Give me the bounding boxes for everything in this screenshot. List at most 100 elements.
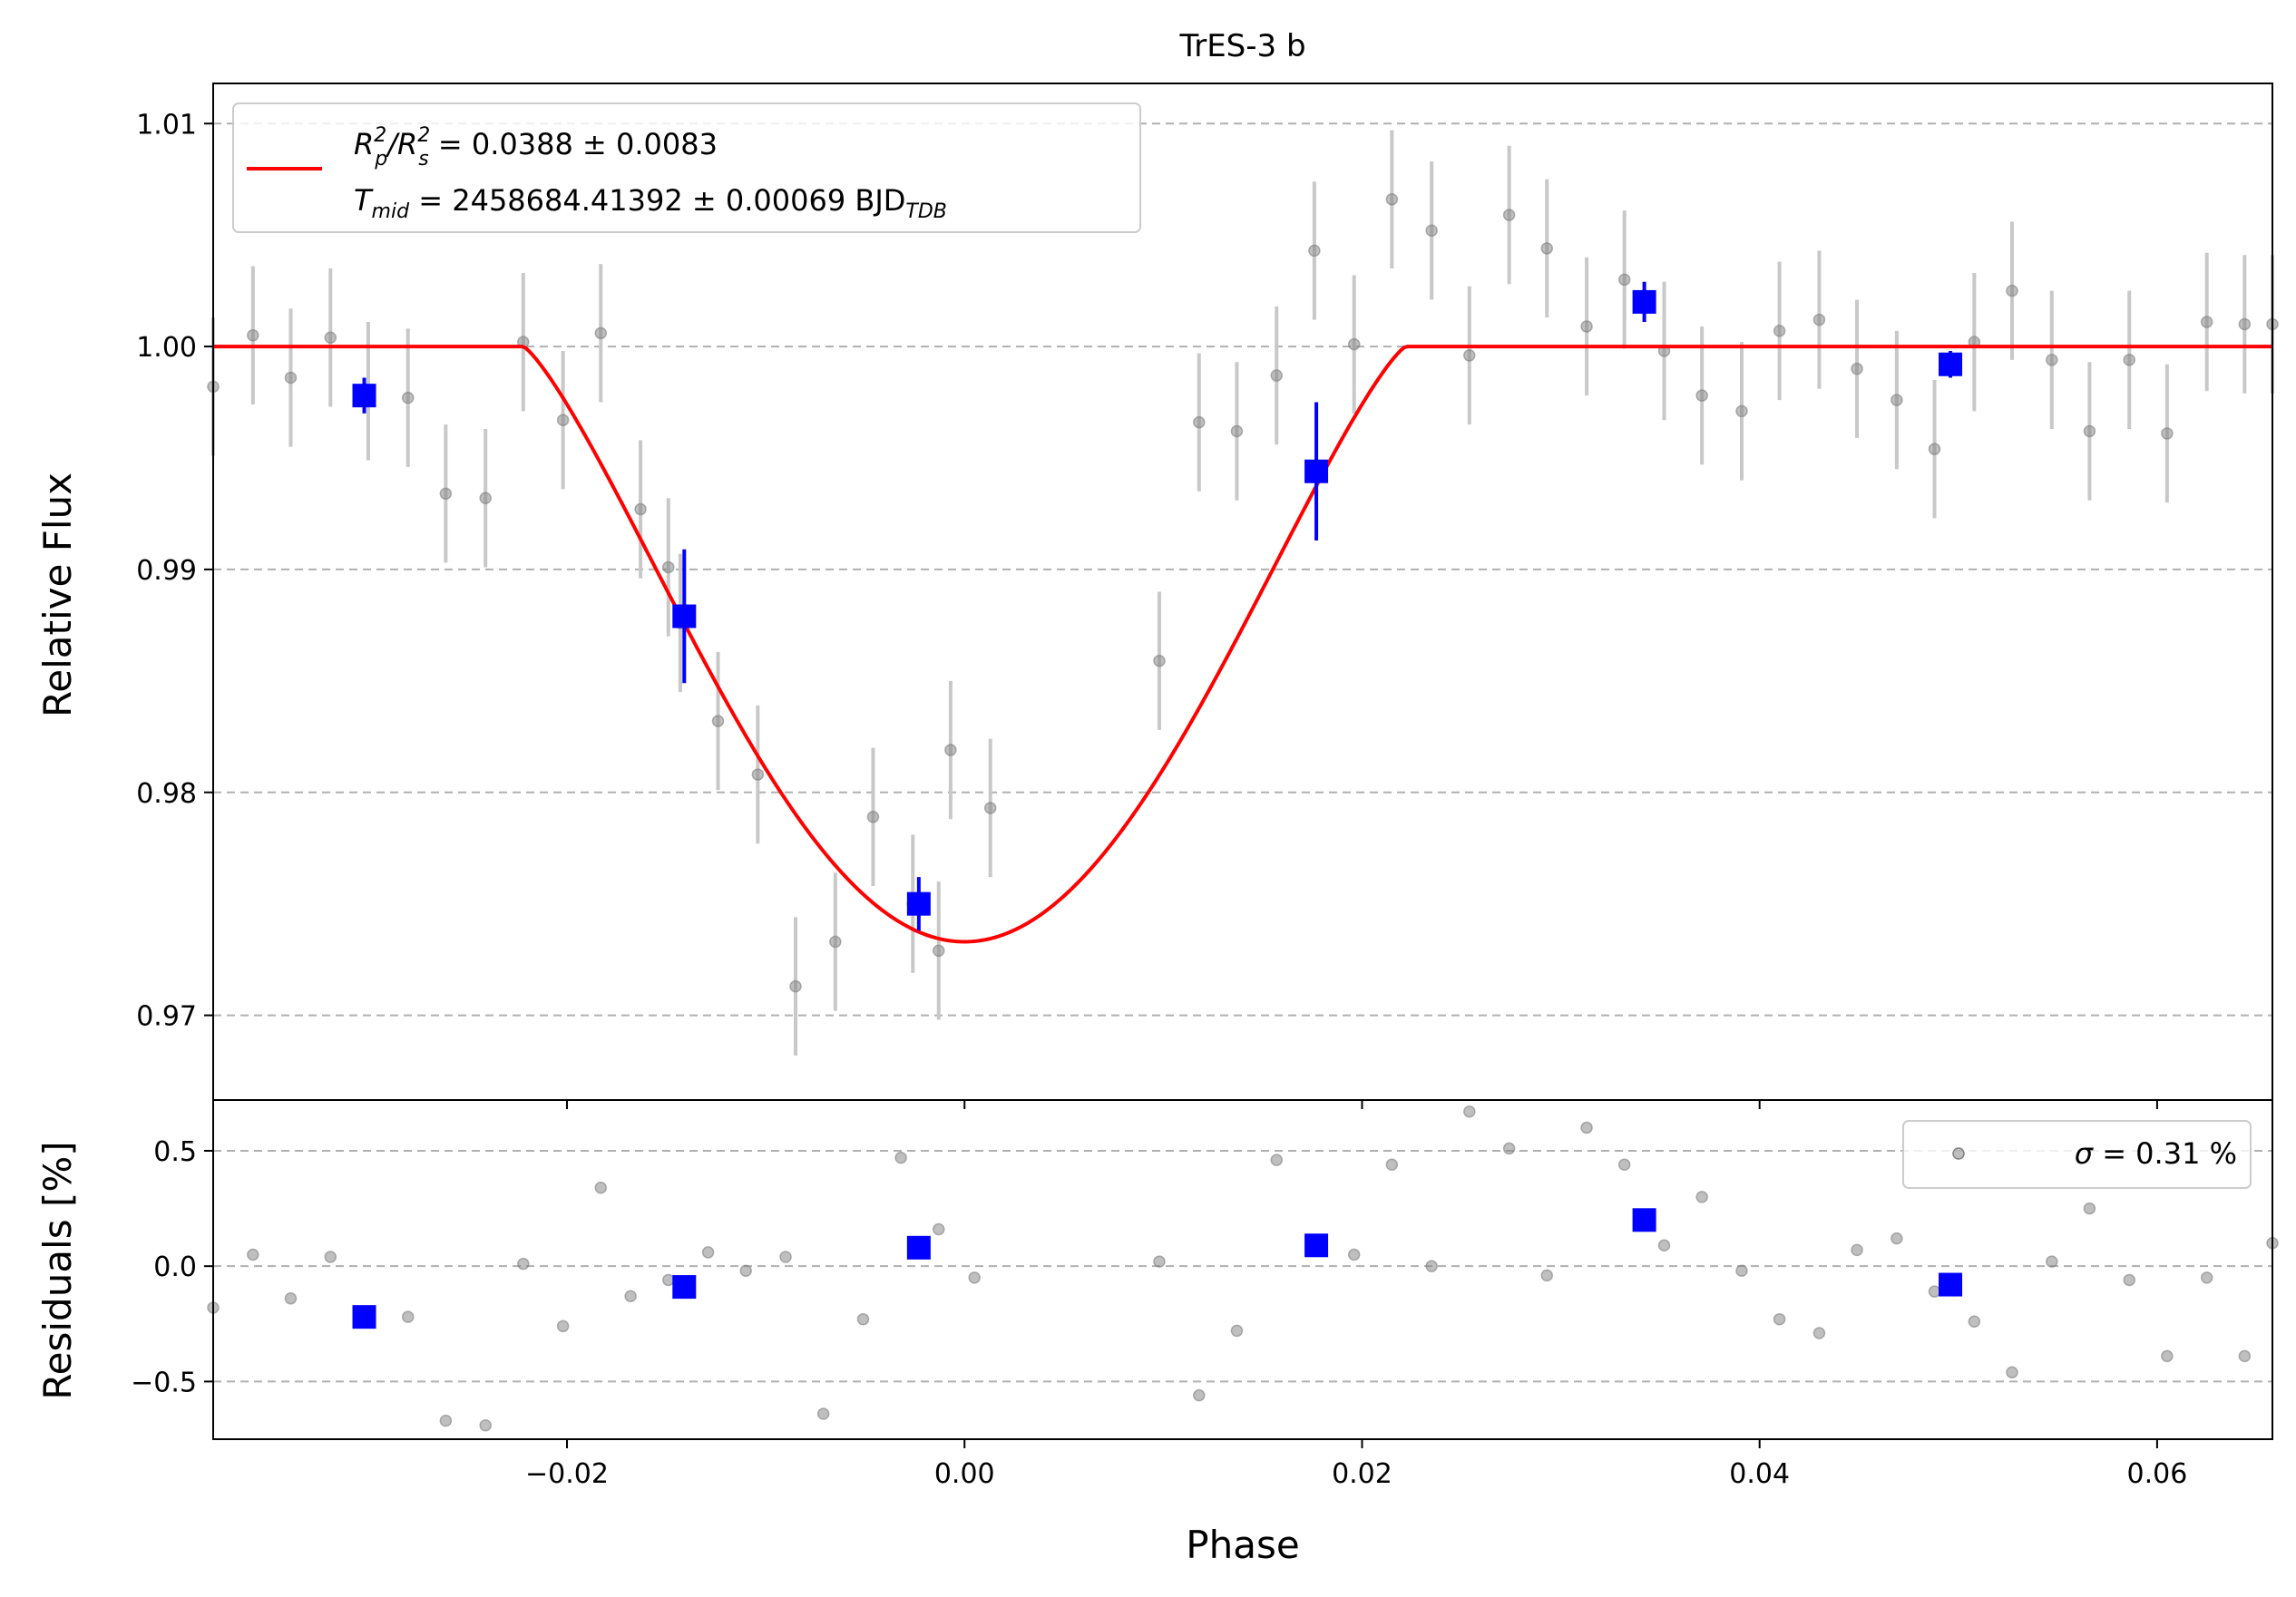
bottom-raw-point — [2238, 1349, 2252, 1363]
top-raw-point — [1463, 349, 1476, 362]
legend-bottom-symbol: σ — [2075, 1136, 2095, 1171]
legend-bottom-value: = 0.31 % — [2093, 1136, 2237, 1171]
top-raw-point — [1540, 242, 1553, 255]
top-y-tick-label: 1.01 — [136, 109, 197, 141]
bottom-raw-point — [1425, 1260, 1438, 1272]
bottom-raw-point — [1773, 1312, 1786, 1326]
bottom-raw-point — [1230, 1324, 1244, 1338]
residuals-panel: −0.5 0.0 0.5 −0.02 0.00 0.02 0.04 0.06 Residua… — [35, 1099, 2279, 1567]
top-raw-point — [1580, 320, 1593, 333]
bottom-raw-point — [1695, 1191, 1708, 1203]
bottom-raw-point — [1502, 1142, 1516, 1155]
bottom-raw-point — [2123, 1273, 2135, 1287]
top-raw-errorbars — [211, 130, 2274, 1056]
bottom-raw-point — [624, 1290, 637, 1303]
legend-top-line2: Tmid = 2458684.41392 ± 0.00069 BJDTDB — [354, 183, 947, 223]
bottom-raw-point — [247, 1248, 259, 1261]
top-y-tick-label: 0.99 — [136, 555, 197, 587]
legend-top-line2-prefix: T — [354, 183, 374, 218]
top-raw-point — [2161, 427, 2174, 440]
legend-top-box — [232, 102, 1141, 233]
top-binned-point — [1632, 289, 1656, 314]
top-binned-points — [352, 289, 1963, 916]
top-raw-points — [207, 193, 2279, 993]
bottom-raw-point — [439, 1414, 453, 1427]
x-tick-label: 0.02 — [1332, 1458, 1392, 1490]
bottom-raw-point — [324, 1251, 337, 1263]
legend-top-line1-prefix: R — [354, 127, 374, 161]
legend-bottom-text: σ = 0.31 % — [2075, 1136, 2237, 1171]
x-tick-label: −0.02 — [525, 1458, 609, 1490]
bottom-binned-point — [1632, 1208, 1656, 1232]
top-raw-point — [2083, 424, 2096, 438]
top-raw-point — [594, 326, 608, 340]
bottom-raw-point — [1617, 1158, 1631, 1171]
bottom-binned-points — [352, 1208, 1963, 1329]
top-raw-point — [1617, 273, 1631, 287]
bottom-raw-point — [517, 1257, 530, 1271]
legend-top-line1: R2 p/R2 s = 0.0388 ± 0.0083 — [354, 124, 718, 170]
bottom-raw-point — [1657, 1239, 1671, 1252]
bottom-raw-point — [779, 1251, 792, 1263]
bottom-raw-point — [1153, 1255, 1166, 1268]
top-raw-point — [634, 502, 647, 516]
top-raw-point — [1230, 424, 1244, 438]
bottom-raw-point — [1193, 1388, 1206, 1402]
top-binned-point — [672, 604, 697, 628]
top-raw-point — [866, 811, 880, 823]
top-raw-point — [2200, 316, 2213, 328]
bottom-raw-point — [816, 1407, 830, 1420]
top-gridlines — [213, 122, 2272, 1017]
top-y-ticks: 0.97 0.98 0.99 1.00 1.01 — [136, 109, 213, 1033]
bottom-y-ticks: −0.5 0.0 0.5 — [131, 1136, 213, 1398]
top-raw-point — [324, 331, 337, 344]
bottom-raw-point — [2006, 1366, 2018, 1378]
bottom-raw-point — [1851, 1243, 1863, 1257]
top-binned-point — [1304, 459, 1329, 483]
top-raw-point — [1851, 362, 1863, 375]
top-raw-point — [2046, 354, 2058, 366]
top-x-ticks — [566, 1100, 2158, 1109]
bottom-binned-point — [1939, 1272, 1963, 1297]
top-raw-point — [933, 944, 945, 958]
chart-title: TrES-3 b — [1178, 28, 1305, 64]
bottom-raw-point — [1928, 1285, 1941, 1298]
top-raw-point — [2006, 284, 2018, 297]
bottom-raw-point — [894, 1151, 907, 1164]
top-raw-point — [1812, 313, 1826, 326]
top-raw-point — [944, 744, 957, 756]
top-raw-point — [1270, 369, 1283, 382]
bottom-raw-point — [662, 1273, 675, 1287]
bottom-raw-point — [856, 1312, 870, 1326]
legend-top-line2-value: = 2458684.41392 ± 0.00069 BJD — [409, 183, 905, 218]
top-raw-point — [711, 715, 725, 727]
bottom-raw-point — [556, 1319, 570, 1333]
bottom-raw-point — [2200, 1271, 2213, 1284]
legend-top-line1-sub2: s — [418, 148, 428, 170]
top-raw-point — [1347, 337, 1361, 351]
bottom-raw-point — [739, 1264, 752, 1278]
bottom-raw-point — [1891, 1232, 1903, 1245]
bottom-raw-point — [2083, 1202, 2096, 1215]
top-raw-point — [401, 391, 415, 404]
bottom-raw-point — [479, 1418, 492, 1432]
top-raw-point — [662, 560, 675, 574]
x-tick-label: 0.06 — [2127, 1458, 2188, 1490]
bottom-raw-point — [284, 1292, 298, 1305]
bottom-raw-point — [2161, 1349, 2174, 1363]
bottom-y-tick-label: 0.0 — [153, 1251, 197, 1283]
top-binned-point — [1939, 352, 1963, 376]
legend-top-line1-slash: /R — [385, 127, 417, 161]
top-raw-point — [1308, 244, 1321, 258]
bottom-y-tick-label: −0.5 — [131, 1367, 197, 1398]
top-raw-point — [1928, 443, 1941, 455]
bottom-raw-point — [1580, 1121, 1593, 1134]
bottom-raw-point — [933, 1222, 945, 1236]
bottom-raw-point — [1270, 1154, 1283, 1166]
y-axis-title-bottom: Residuals [%] — [35, 1141, 80, 1399]
legend-bottom: σ = 0.31 % — [1902, 1120, 2252, 1189]
top-raw-point — [1891, 394, 1903, 406]
bottom-raw-point — [701, 1246, 715, 1259]
bottom-x-ticks: −0.02 0.00 0.02 0.04 0.06 — [525, 1439, 2187, 1490]
x-tick-label: 0.00 — [934, 1458, 995, 1490]
